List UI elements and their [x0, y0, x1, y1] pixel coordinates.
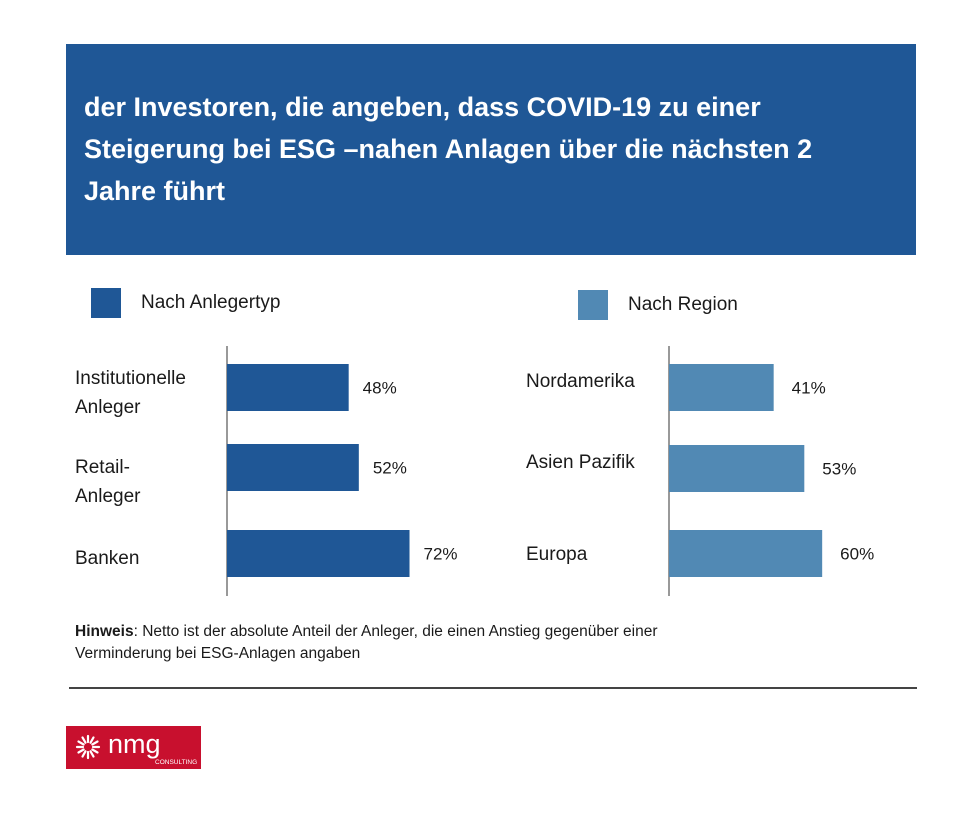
legend-label-anlegertyp: Nach Anlegertyp — [141, 292, 281, 313]
sunburst-ray — [89, 736, 95, 744]
category-label-1-2-line2: Anleger — [75, 486, 141, 507]
legend-swatch-anlegertyp — [91, 288, 121, 318]
footnote-label: Hinweis — [75, 623, 134, 640]
logo-tagline: CONSULTING — [155, 759, 197, 766]
sunburst-ray — [91, 740, 99, 746]
page-title: der Investoren, die angeben, dass COVID-… — [84, 92, 813, 206]
sunburst-ray — [91, 748, 99, 754]
data-label-2-1: 41% — [792, 379, 826, 398]
category-label-2-2: Asien Pazifik — [526, 452, 635, 473]
data-label-1-2: 52% — [373, 459, 407, 478]
category-label-1-1-line1: Institutionelle — [75, 368, 186, 389]
legend-region: Nach Region — [578, 290, 738, 320]
bar-1-1 — [227, 364, 349, 411]
sunburst-ray — [89, 750, 95, 758]
divider — [69, 687, 917, 689]
bar-charts: 48% Institutionelle Anleger 52% Retail- Anleg… — [75, 346, 874, 596]
legend-swatch-region — [578, 290, 608, 320]
bar-1-3 — [227, 530, 410, 577]
bar-1-2 — [227, 444, 359, 491]
category-label-1-1-line2: Anleger — [75, 397, 141, 418]
legend-anlegertyp: Nach Anlegertyp — [91, 288, 280, 318]
bar-2-3 — [669, 530, 823, 577]
bar-2-2 — [669, 445, 805, 492]
data-label-2-3: 60% — [840, 545, 874, 564]
sunburst-ray — [81, 750, 87, 758]
bar-2-1 — [669, 364, 774, 411]
category-label-1-2-line1: Retail- — [75, 457, 130, 478]
logo-graphic: nmg CONSULTING — [75, 729, 197, 766]
footnote-text: : Netto ist der absolute Anteil der Anle… — [75, 623, 658, 662]
title-banner: der Investoren, die angeben, dass COVID-… — [66, 44, 916, 255]
sunburst-ray — [77, 740, 85, 746]
sunburst-ray — [81, 736, 87, 744]
logo-wordmark: nmg — [108, 729, 161, 759]
data-label-1-3: 72% — [424, 545, 458, 564]
data-label-2-2: 53% — [822, 460, 856, 479]
category-label-2-3: Europa — [526, 544, 588, 565]
sunburst-icon — [75, 734, 101, 760]
category-label-1-3: Banken — [75, 548, 139, 569]
data-label-1-1: 48% — [363, 379, 397, 398]
legend-label-region: Nach Region — [628, 294, 738, 315]
sunburst-ray — [77, 748, 85, 754]
footnote: Hinweis: Netto ist der absolute Anteil d… — [75, 621, 675, 665]
nmg-logo: nmg CONSULTING — [66, 726, 201, 769]
category-label-2-1: Nordamerika — [526, 371, 635, 392]
